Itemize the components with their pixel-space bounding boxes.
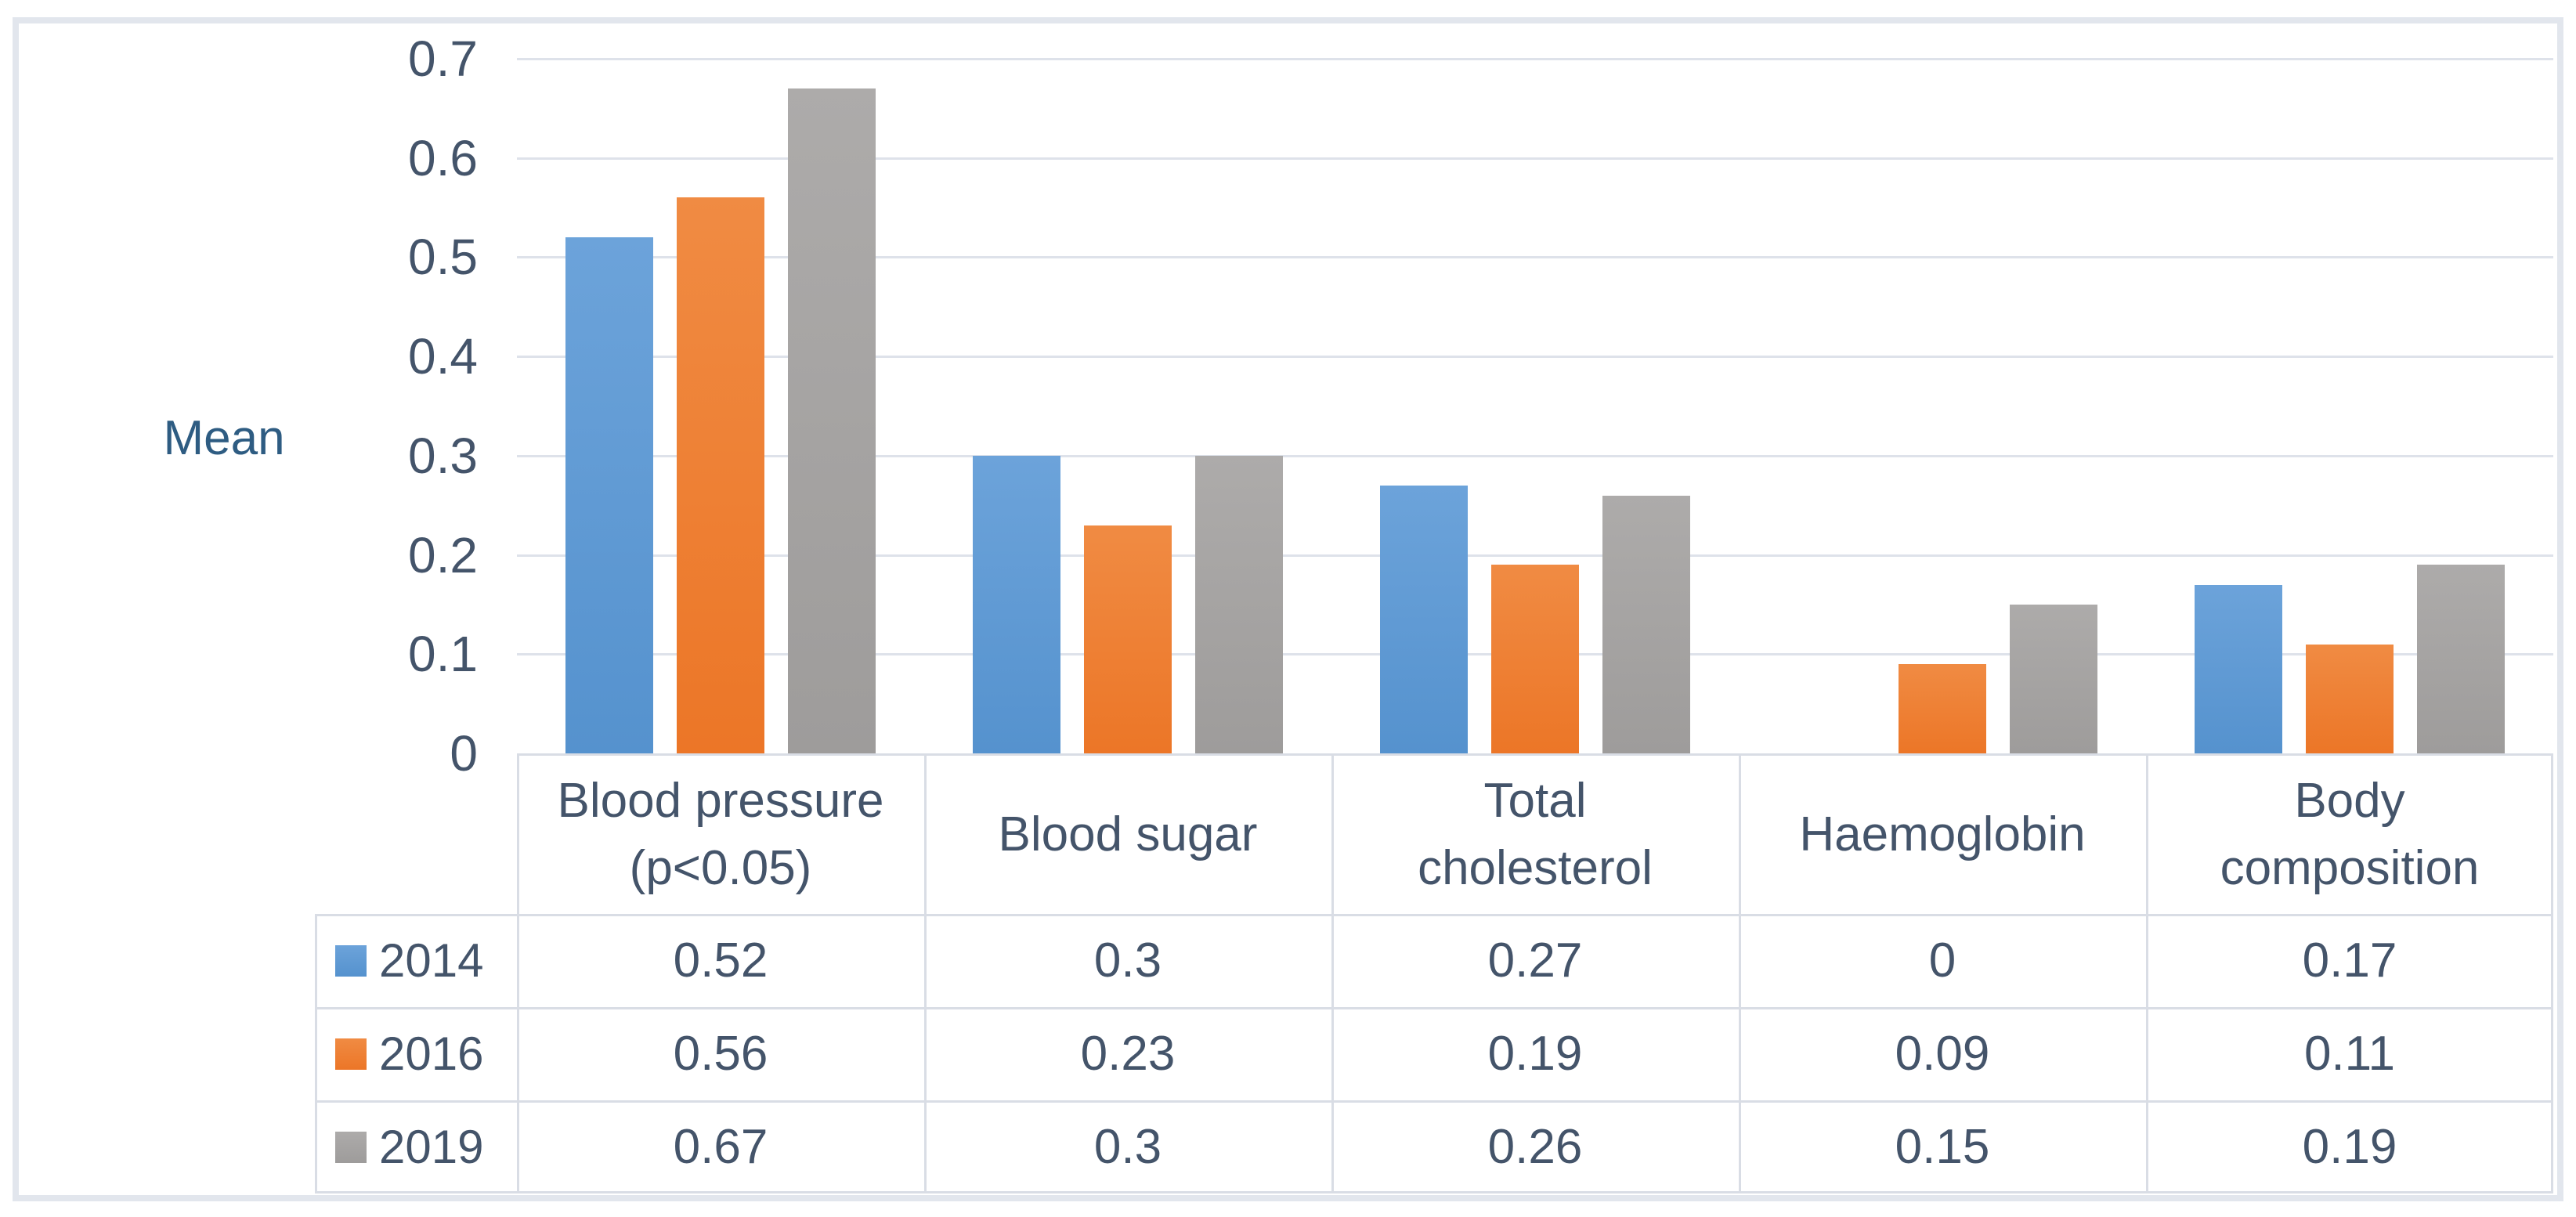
legend-key-2016: 2016 [315,1007,517,1100]
table-value-2014-category-4: 0 [1928,934,1956,988]
plot-area [517,58,2553,753]
table-column-border [2146,753,2148,1194]
table-value-2014-category-3: 0.27 [1487,934,1583,988]
bar-2019-category-1 [788,88,876,753]
table-column-border [1331,753,1334,1194]
table-row-border [315,1100,2553,1103]
category-label: Total cholesterol [1418,774,1653,895]
table-value-2019-category-3: 0.26 [1487,1120,1583,1174]
table-value-2016-category-3: 0.19 [1487,1027,1583,1081]
table-bottom-border [315,1191,2553,1194]
table-column-border [1739,753,1741,1194]
legend-label-2016: 2016 [379,1027,484,1080]
gridline [517,58,2553,60]
bar-2014-category-1 [565,237,653,753]
gridline [517,157,2553,160]
gridline [517,554,2553,557]
y-tick-label: 0.6 [408,129,478,186]
y-tick-label: 0.5 [408,229,478,286]
legend-swatch-2016 [335,1038,367,1070]
legend-key-2019: 2019 [315,1100,517,1194]
legend-swatch-2014 [335,944,367,977]
gridline [517,356,2553,359]
table-value-2016-category-4: 0.09 [1895,1027,1990,1081]
category-label: Haemoglobin [1799,807,2086,862]
bar-2016-category-1 [677,197,764,753]
bar-2014-category-3 [1380,486,1468,753]
bar-2016-category-2 [1084,525,1172,753]
y-tick-label: 0.7 [408,31,478,87]
table-value-2016-category-5: 0.11 [2303,1027,2396,1081]
bar-2019-category-3 [1602,496,1690,753]
category-label: Blood pressure (p<0.05) [557,774,884,895]
table-column-border [2551,753,2553,1194]
table-value-2019-category-2: 0.3 [1093,1120,1162,1174]
table-value-2014-category-2: 0.3 [1093,934,1162,988]
table-value-2014-category-1: 0.52 [673,934,768,988]
table-value-2019-category-1: 0.67 [673,1120,768,1174]
table-value-2016-category-1: 0.56 [673,1027,768,1081]
legend-label-2019: 2019 [379,1121,484,1173]
table-row-border [315,1007,2553,1009]
y-axis-title: Mean [163,411,285,465]
legend-label-2014: 2014 [379,934,484,987]
legend-swatch-2019 [335,1131,367,1163]
bar-2019-category-2 [1195,456,1283,753]
table-value-2016-category-2: 0.23 [1080,1027,1176,1081]
table-value-2014-category-5: 0.17 [2302,934,2397,988]
table-value-2019-category-5: 0.19 [2302,1120,2397,1174]
category-axis-line [517,753,2553,756]
legend-key-2014: 2014 [315,914,517,1007]
y-tick-label: 0 [450,725,478,782]
y-tick-label: 0.2 [408,526,478,583]
category-axis-and-data-table: Blood pressure (p<0.05) Blood sugar Total … [315,753,2553,1194]
table-value-2019-category-4: 0.15 [1895,1120,1990,1174]
gridline [517,256,2553,259]
table-row-border [315,914,2553,916]
category-label: Body composition [2220,774,2480,895]
y-tick-label: 0.4 [408,328,478,385]
bar-2019-category-4 [2010,605,2097,753]
bar-2019-category-5 [2417,565,2505,753]
bar-2014-category-2 [973,456,1060,753]
y-tick-label: 0.3 [408,427,478,484]
table-column-border [924,753,927,1194]
table-left-border [315,914,317,1194]
bar-2016-category-3 [1491,565,1579,753]
bar-2016-category-5 [2306,645,2394,753]
category-label: Blood sugar [998,807,1258,862]
y-tick-label: 0.1 [408,626,478,683]
bar-2014-category-5 [2195,585,2282,753]
table-column-border [517,753,519,1194]
bar-2016-category-4 [1899,664,1986,753]
gridline [517,454,2553,457]
